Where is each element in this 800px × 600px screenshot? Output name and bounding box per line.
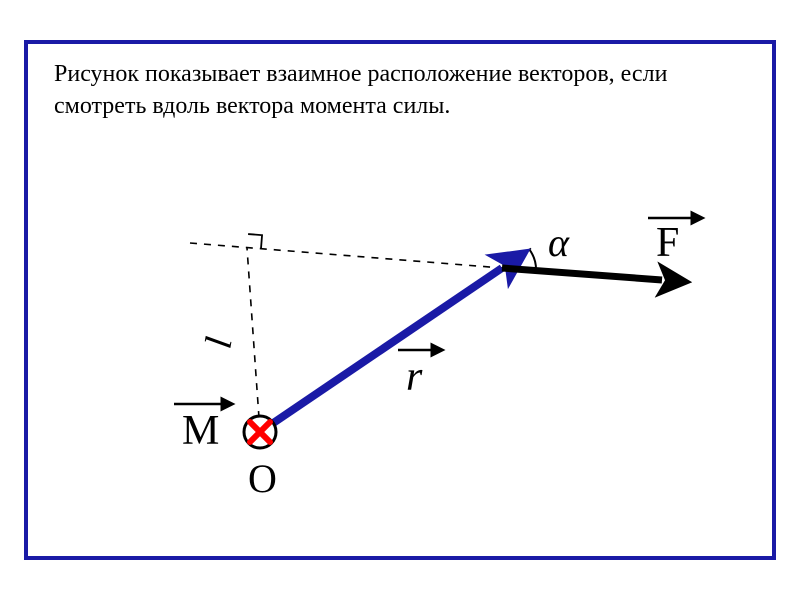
label-r: r [398,350,432,400]
vector-F [502,268,662,280]
force-line-extension [190,243,502,268]
label-O: O [248,456,277,501]
label-l: l [198,334,241,352]
lever-arm-l [247,248,260,432]
label-F: F [648,218,692,266]
right-angle-marker [247,234,262,249]
moment-into-page-symbol [244,416,276,448]
vector-diagram: M O l r α F [24,40,776,560]
svg-text:F: F [656,220,679,266]
label-M: M [174,404,222,454]
label-alpha: α [548,220,570,265]
svg-text:M: M [182,408,219,454]
r-extension [502,245,536,268]
vector-r [260,268,502,432]
svg-text:r: r [406,354,423,400]
